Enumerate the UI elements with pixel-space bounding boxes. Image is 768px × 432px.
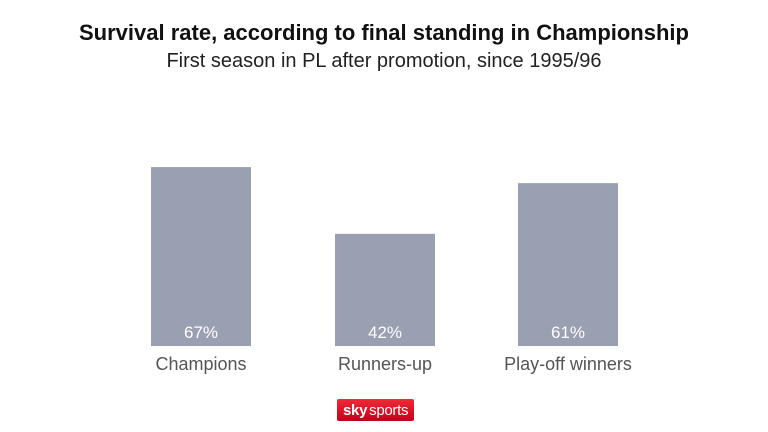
logo-sports-text: sports (369, 401, 409, 419)
bar-runners-up (335, 233, 435, 346)
sky-sports-logo: sky sports (337, 399, 415, 421)
bar-champions (151, 167, 251, 346)
bar-play-off-winners (518, 183, 618, 346)
value-label: 61% (551, 323, 585, 342)
category-label: Champions (155, 354, 246, 374)
chart-title: Survival rate, according to final standi… (79, 20, 689, 45)
chart-subtitle: First season in PL after promotion, sinc… (166, 50, 602, 72)
value-label: 42% (368, 323, 402, 342)
logo-sky-text: sky (343, 401, 368, 419)
value-label: 67% (184, 323, 218, 342)
category-label: Runners-up (338, 354, 432, 374)
category-label: Play-off winners (504, 354, 632, 374)
